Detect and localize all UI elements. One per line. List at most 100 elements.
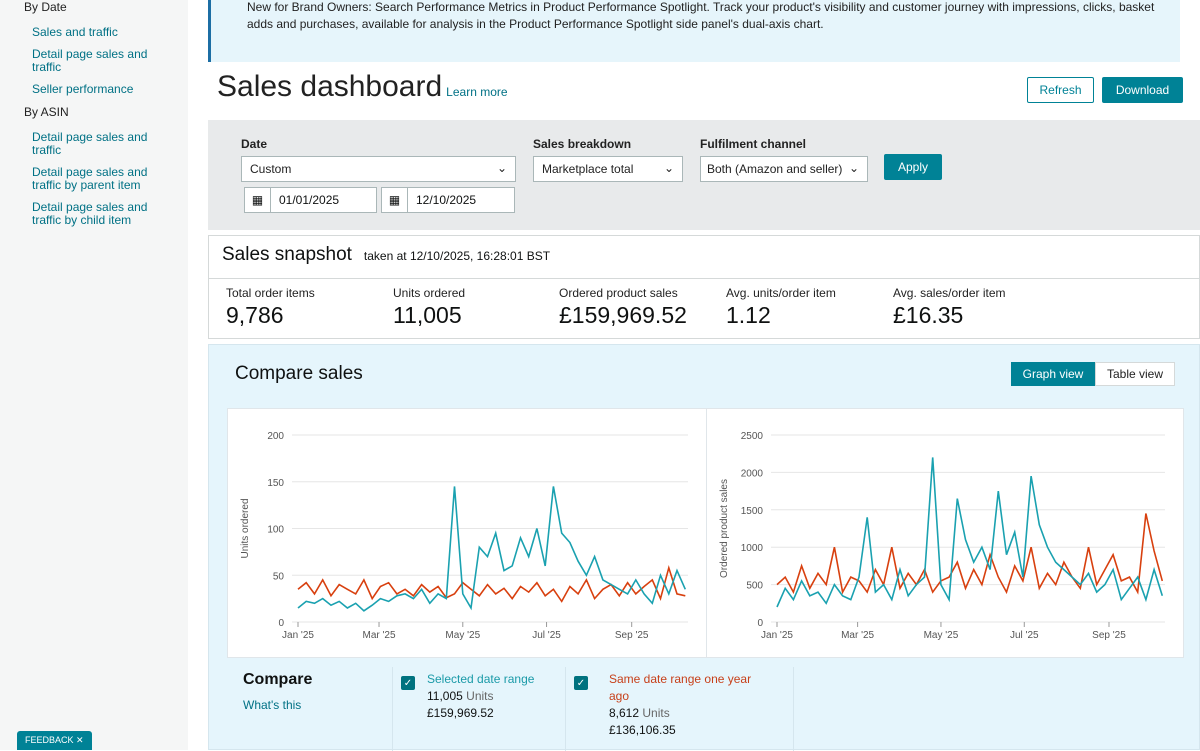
previous-range-label: Same date range one year ago (609, 672, 752, 703)
table-view-tab[interactable]: Table view (1095, 362, 1175, 386)
metric-label: Avg. sales/order item (893, 286, 1006, 300)
previous-units: 8,612 (609, 706, 640, 720)
x-tick-label: Sep '25 (615, 630, 649, 641)
sidebar-link-detail-page[interactable]: Detail page sales and traffic (32, 47, 148, 74)
divider (565, 667, 566, 751)
ordered-sales-chart: 0 500 1000 1500 2000 2500 Ordered product sale… (719, 431, 1165, 641)
sales-snapshot: Sales snapshot taken at 12/10/2025, 16:2… (208, 235, 1200, 339)
metric-ordered-product-sales: Ordered product sales £159,969.52 (559, 286, 687, 329)
sidebar-group-by-asin: By ASIN (24, 105, 69, 119)
metric-units-ordered: Units ordered 11,005 (393, 286, 465, 329)
snapshot-timestamp: taken at 12/10/2025, 16:28:01 BST (363, 249, 551, 263)
breakdown-select[interactable]: Marketplace total ⌄ (533, 156, 683, 182)
units-word: Units (466, 689, 494, 703)
whats-this-link[interactable]: What's this (243, 698, 302, 712)
selected-range-checkbox[interactable]: ✓ (401, 676, 415, 690)
divider (706, 409, 707, 657)
fulfilment-select[interactable]: Both (Amazon and seller) ⌄ (700, 156, 868, 182)
refresh-button[interactable]: Refresh (1027, 77, 1094, 103)
y-tick-label: 0 (278, 618, 284, 629)
x-tick-label: Mar '25 (362, 630, 395, 641)
y-tick-label: 0 (757, 618, 763, 629)
graph-view-tab[interactable]: Graph view (1011, 362, 1095, 386)
y-tick-label: 2000 (741, 468, 764, 479)
x-tick-label: May '25 (445, 630, 480, 641)
feedback-button[interactable]: FEEDBACK ✕ (17, 731, 92, 750)
learn-more-link[interactable]: Learn more (446, 85, 508, 99)
metric-value: £16.35 (893, 302, 964, 328)
y-tick-label: 2500 (741, 431, 764, 442)
compare-title: Compare sales (235, 363, 363, 384)
selected-units: 11,005 (427, 689, 463, 703)
date-label: Date (241, 137, 268, 151)
metric-avg-sales: Avg. sales/order item £16.35 (893, 286, 1006, 329)
snapshot-title: Sales snapshot (222, 244, 352, 265)
sidebar-link-asin-parent[interactable]: Detail page sales and traffic by parent … (32, 165, 148, 192)
filter-panel: Date Custom ⌄ ▦ 01/01/2025 ▦ 12/10/2025 Sal… (208, 120, 1200, 230)
end-date-value: 12/10/2025 (416, 193, 477, 207)
download-button[interactable]: Download (1102, 77, 1183, 103)
sidebar-link-seller-performance[interactable]: Seller performance (32, 82, 134, 96)
calendar-icon[interactable]: ▦ (245, 188, 271, 212)
previous-sales: £136,106.35 (609, 723, 676, 737)
y-tick-label: 500 (746, 581, 763, 592)
start-date-input[interactable]: ▦ 01/01/2025 (244, 187, 377, 213)
x-tick-label: Jul '25 (1010, 630, 1039, 641)
metric-value: 1.12 (726, 302, 771, 328)
metric-value: £159,969.52 (559, 302, 687, 328)
calendar-icon[interactable]: ▦ (382, 188, 408, 212)
divider (392, 667, 393, 751)
x-tick-label: Jan '25 (282, 630, 314, 641)
chevron-down-icon: ⌄ (496, 161, 507, 175)
sidebar-link-asin-detail[interactable]: Detail page sales and traffic (32, 130, 148, 157)
chevron-down-icon: ⌄ (663, 161, 674, 175)
y-tick-label: 100 (267, 525, 284, 536)
series-line-selected (776, 457, 1164, 608)
divider (209, 278, 1199, 279)
banner-text: New for Brand Owners: Search Performance… (247, 0, 1155, 31)
x-tick-label: May '25 (924, 630, 959, 641)
snapshot-header: Sales snapshot taken at 12/10/2025, 16:2… (222, 244, 550, 266)
date-select[interactable]: Custom ⌄ (241, 156, 516, 182)
date-select-value: Custom (250, 162, 292, 176)
metric-label: Total order items (226, 286, 315, 300)
y-tick-label: 50 (273, 571, 285, 582)
series-line-selected (297, 486, 687, 612)
units-ordered-chart: 0 50 100 150 200 Units ordered Jan '25 Mar '25 M… (240, 431, 688, 641)
series-line-previous (776, 513, 1164, 595)
fulfilment-value: Both (Amazon and seller) (707, 162, 843, 176)
charts-container: 0 50 100 150 200 Units ordered Jan '25 Mar '25 M… (227, 408, 1184, 658)
metric-value: 9,786 (226, 302, 284, 328)
metric-label: Ordered product sales (559, 286, 678, 300)
selected-range-label: Selected date range (427, 672, 535, 686)
selected-range-legend: Selected date range 11,005 Units £159,96… (427, 671, 557, 722)
x-tick-label: Mar '25 (841, 630, 874, 641)
start-date-value: 01/01/2025 (279, 193, 340, 207)
y-tick-label: 150 (267, 478, 284, 489)
page-title: Sales dashboard (217, 70, 443, 103)
y-tick-label: 200 (267, 431, 284, 442)
y-axis-label: Units ordered (240, 498, 251, 558)
series-line-previous (297, 564, 686, 603)
previous-range-checkbox[interactable]: ✓ (574, 676, 588, 690)
sidebar-link-asin-child[interactable]: Detail page sales and traffic by child i… (32, 200, 148, 227)
previous-range-legend: Same date range one year ago 8,612 Units… (609, 671, 759, 739)
compare-sales-section: Compare sales Graph view Table view 0 50 1… (208, 344, 1200, 751)
end-date-input[interactable]: ▦ 12/10/2025 (381, 187, 515, 213)
sidebar: By Date Sales and traffic Detail page sa… (0, 0, 188, 750)
metric-label: Avg. units/order item (726, 286, 836, 300)
chevron-down-icon: ⌄ (848, 161, 859, 175)
x-tick-label: Jul '25 (532, 630, 561, 641)
divider (793, 667, 794, 751)
metric-value: 11,005 (393, 302, 462, 328)
sidebar-link-sales-traffic[interactable]: Sales and traffic (32, 25, 118, 39)
y-tick-label: 1500 (741, 506, 764, 517)
units-word: Units (642, 706, 670, 720)
metric-avg-units: Avg. units/order item 1.12 (726, 286, 836, 329)
selected-sales: £159,969.52 (427, 706, 494, 720)
breakdown-value: Marketplace total (542, 162, 634, 176)
y-axis-label: Ordered product sales (719, 479, 730, 578)
metric-label: Units ordered (393, 286, 466, 300)
apply-button[interactable]: Apply (884, 154, 942, 180)
breakdown-label: Sales breakdown (533, 137, 632, 151)
